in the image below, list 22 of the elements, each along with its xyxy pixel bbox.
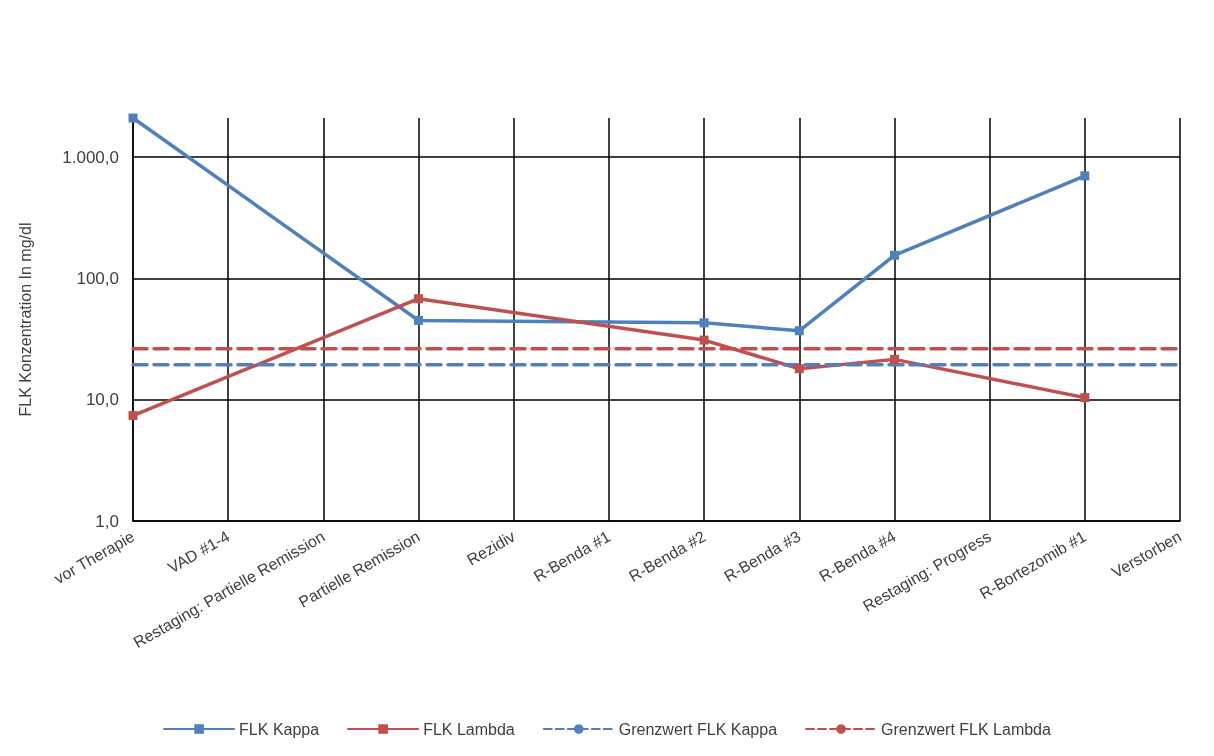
point — [128, 411, 138, 421]
point — [1080, 171, 1090, 181]
point — [889, 354, 899, 364]
point — [414, 315, 424, 325]
x-tick-label: VAD #1-4 — [164, 527, 233, 577]
y-tick-label: 1.000,0 — [62, 147, 119, 167]
y-tick-label: 10,0 — [85, 390, 119, 410]
point — [699, 318, 709, 328]
point — [128, 113, 138, 123]
legend-label: FLK Lambda — [423, 720, 515, 738]
legend-label: FLK Kappa — [239, 720, 320, 738]
point — [794, 326, 804, 336]
point — [889, 250, 899, 260]
y-axis-title: FLK Konzentration In mg/dl — [16, 222, 34, 417]
point — [794, 364, 804, 374]
y-tick-label: 1,0 — [95, 511, 119, 531]
legend-label: Grenzwert FLK Lambda — [881, 720, 1052, 738]
point — [699, 335, 709, 345]
point — [414, 294, 424, 304]
y-tick-label: 100,0 — [76, 268, 119, 288]
legend-label: Grenzwert FLK Kappa — [618, 720, 778, 738]
point — [1080, 393, 1090, 403]
